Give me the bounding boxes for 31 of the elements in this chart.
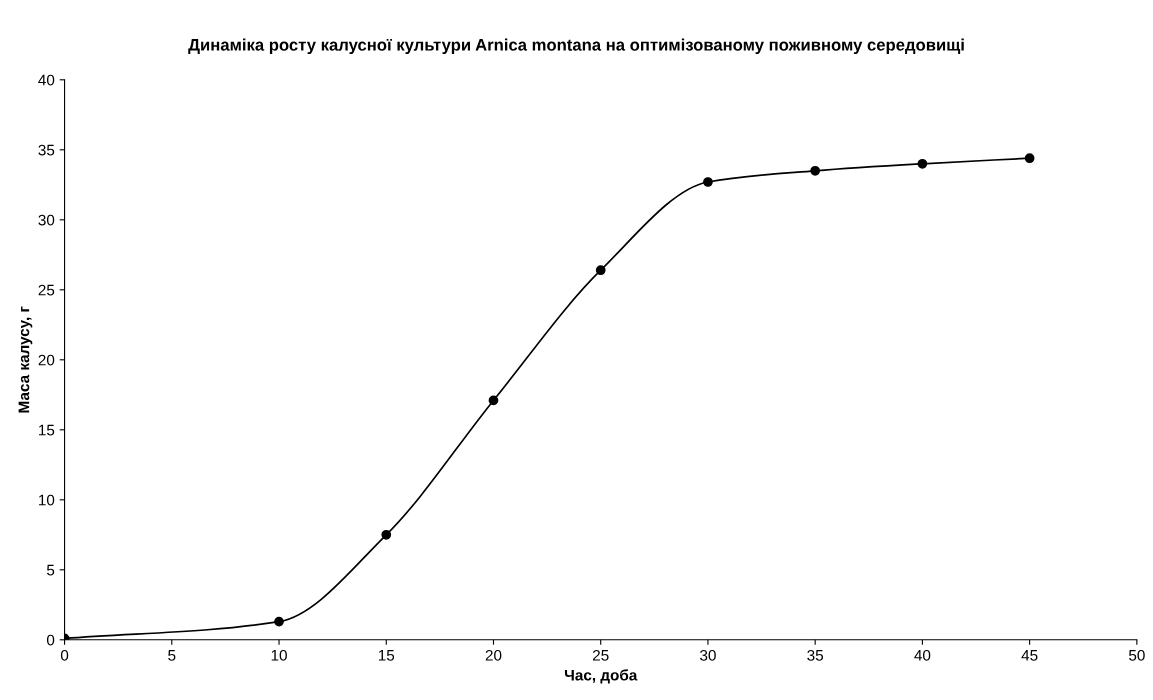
- point: [381, 529, 392, 540]
- y-tick-label: 20: [38, 354, 55, 366]
- x-tick-label: 20: [485, 649, 502, 661]
- point: [703, 177, 713, 187]
- point: [1024, 153, 1035, 164]
- y-tick-label: 30: [38, 214, 55, 226]
- chart-title: Динаміка росту калусної культури Arnica montana на оптимізованому поживному середовищі: [188, 38, 964, 55]
- x-tick-label: 15: [378, 650, 395, 661]
- y-tick-label: 5: [46, 564, 55, 576]
- x-tick-label: 35: [807, 649, 824, 661]
- x-tick-label: 40: [914, 649, 931, 661]
- point: [917, 158, 928, 169]
- y-tick-label: 0: [46, 634, 55, 646]
- x-tick-label: 5: [168, 650, 176, 661]
- y-tick-label: 35: [38, 144, 55, 156]
- y-tick-label: 40: [38, 74, 55, 86]
- point: [810, 165, 821, 176]
- point: [274, 616, 284, 627]
- y-axis-title: Маса калусу, г: [18, 306, 33, 413]
- x-tick-label: 25: [592, 649, 609, 661]
- x-tick-label: 50: [1128, 649, 1145, 661]
- x-tick-label: 10: [271, 649, 287, 661]
- x-tick-label: 30: [700, 649, 716, 661]
- point: [595, 265, 606, 276]
- x-axis-title: Час, доба: [564, 669, 638, 684]
- y-tick-label: 15: [39, 424, 55, 436]
- x-tick-label: 45: [1021, 650, 1038, 661]
- y-tick-label: 25: [38, 284, 55, 296]
- point: [488, 395, 499, 406]
- y-tick-label: 10: [39, 494, 55, 506]
- x-tick-label: 0: [60, 649, 69, 661]
